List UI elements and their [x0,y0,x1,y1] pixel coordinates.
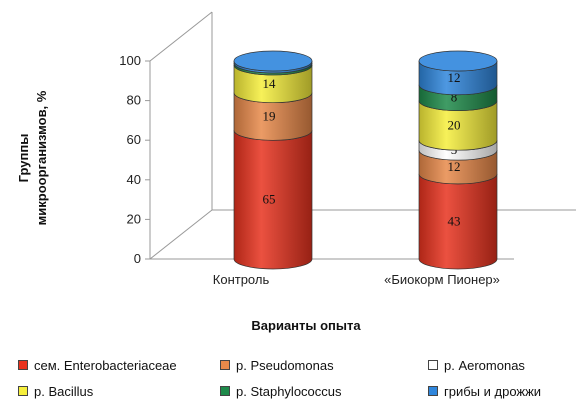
legend-swatch-bacillus [18,386,28,396]
legend-swatch-pseudomonas [220,360,230,370]
y-tick-label: 40 [127,172,141,187]
legend: сем. Enterobacteriaceae р. Pseudomonas р… [18,352,574,404]
legend-label-bacillus: р. Bacillus [34,383,94,399]
legend-row: р. Bacillus р. Staphylococcus грибы и др… [18,378,574,404]
legend-label-pseudomonas: р. Pseudomonas [236,357,334,373]
y-tick-label: 60 [127,132,141,147]
legend-item-bacillus: р. Bacillus [18,384,220,399]
legend-item-fungi-yeast: грибы и дрожжи [428,384,541,399]
category-label: Контроль [213,272,270,287]
legend-swatch-fungi-yeast [428,386,438,396]
bar-top-cap [233,50,313,72]
data-label: 12 [448,159,461,174]
y-tick-label: 0 [134,251,141,266]
data-label: 12 [448,70,461,85]
legend-swatch-staphylococcus [220,386,230,396]
y-tick-label: 100 [119,53,141,68]
legend-label-staphylococcus: р. Staphylococcus [236,383,342,399]
data-label: 19 [263,108,276,123]
legend-row: сем. Enterobacteriaceae р. Pseudomonas р… [18,352,574,378]
data-label: 14 [263,76,277,91]
x-axis-categories: Контроль «Биокорм Пионер» [213,272,500,287]
y-axis-title-line-1: Группы [16,134,31,183]
data-label: 20 [448,117,461,132]
legend-label-aeromonas: р. Aeromonas [444,357,525,373]
data-label: 43 [448,213,461,228]
chart-frame [149,11,576,260]
legend-item-enterobacteriaceae: сем. Enterobacteriaceae [18,358,220,373]
legend-item-pseudomonas: р. Pseudomonas [220,358,428,373]
y-axis-title-line-2: микроорганизмов, % [34,90,49,225]
bar-top-cap [418,50,498,72]
legend-label-fungi-yeast: грибы и дрожжи [444,383,542,399]
legend-swatch-aeromonas [428,360,438,370]
y-tick-label: 80 [127,93,141,108]
data-label: 65 [263,192,276,207]
legend-item-aeromonas: р. Aeromonas [428,358,525,373]
category-label: «Биокорм Пионер» [384,272,500,287]
legend-label-enterobacteriaceae: сем. Enterobacteriaceae [34,357,177,373]
x-axis-title: Варианты опыта [251,318,361,333]
legend-swatch-enterobacteriaceae [18,360,28,370]
data-label: 8 [451,90,458,105]
bars-group: 65191414312520812 [233,50,498,270]
floor-left-edge [149,209,213,260]
legend-item-staphylococcus: р. Staphylococcus [220,384,428,399]
side-wall-edge [149,11,213,259]
y-tick-label: 20 [127,211,141,226]
y-axis: 0 20 40 60 80 100 [119,53,150,266]
